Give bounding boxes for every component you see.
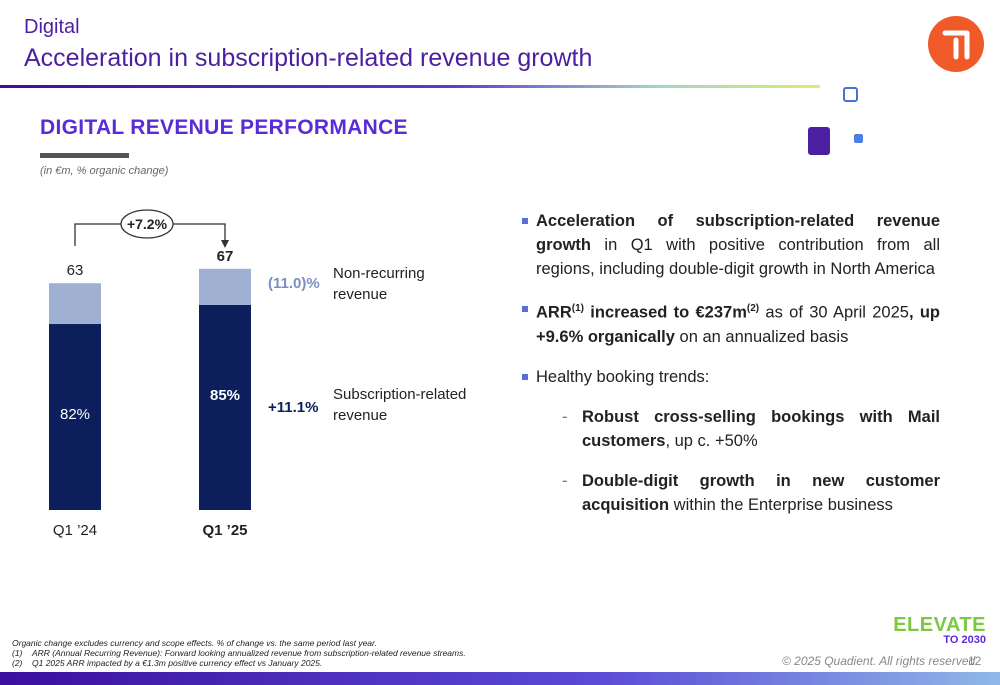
decor-square-purple	[808, 127, 830, 155]
growth-annotation-label: +7.2%	[127, 216, 168, 232]
bar-non-recurring	[199, 268, 251, 305]
bar-total-label: 63	[67, 262, 84, 279]
title-rule	[0, 85, 820, 88]
bar-share-label: 85%	[210, 387, 240, 404]
copyright: © 2025 Quadient. All rights reserved.	[782, 654, 979, 668]
footnote-2: (2) Q1 2025 ARR impacted by a €1.3m posit…	[12, 658, 323, 668]
bar-subscription	[49, 324, 101, 510]
growth-arrow-icon	[221, 240, 229, 248]
sub-bullet-cross-selling: - Robust cross-selling bookings with Mai…	[520, 405, 940, 453]
key-points: Acceleration of subscription-related rev…	[520, 209, 940, 533]
logo-mark-icon	[942, 30, 970, 60]
category-label: Q1 ’25	[202, 522, 247, 539]
bullet-arr: ARR(1) increased to €237m(2) as of 30 Ap…	[520, 297, 940, 349]
sub-bullet-customer-acquisition: - Double-digit growth in new customer ac…	[520, 469, 940, 517]
dash-icon: -	[562, 471, 568, 490]
bullet-booking-trends: Healthy booking trends:	[520, 365, 940, 389]
bar-share-label: 82%	[60, 406, 90, 423]
footnotes: Organic change excludes currency and sco…	[12, 638, 466, 668]
bar-subscription	[199, 304, 251, 510]
non-recurring-growth-label: (11.0)%	[268, 275, 320, 292]
revenue-chart: 82% 63 Q1 ’24 85% 67 Q1 ’25 +7.2%	[49, 209, 251, 539]
bar-total-label: 67	[217, 248, 234, 265]
subscription-growth-label: +11.1%	[268, 399, 319, 416]
panel-heading: DIGITAL REVENUE PERFORMANCE	[40, 116, 408, 139]
legend-subscription: Subscription-related revenue	[333, 386, 467, 424]
quadient-logo	[928, 16, 984, 72]
decor-square-outline	[843, 87, 858, 102]
page-title: Acceleration in subscription-related rev…	[24, 44, 593, 72]
bar-non-recurring	[49, 283, 101, 325]
heading-underline	[40, 153, 129, 158]
bottom-bar	[0, 672, 1000, 685]
footnote-1: (1) ARR (Annual Recurring Revenue): Forwa…	[12, 648, 466, 658]
category-label: Q1 ’24	[53, 522, 97, 539]
decor-square-blue	[854, 134, 863, 143]
elevate-brand: ELEVATE TO 2030	[893, 614, 986, 646]
dash-icon: -	[562, 407, 568, 426]
growth-bubble	[120, 209, 174, 239]
legend-non-recurring: Non-recurring revenue	[333, 265, 425, 303]
page-number: 12	[968, 654, 982, 668]
footnote-organic: Organic change excludes currency and sco…	[12, 638, 377, 648]
section-label: Digital	[24, 16, 80, 38]
units-note: (in €m, % organic change)	[40, 165, 169, 177]
bullet-subscription-growth: Acceleration of subscription-related rev…	[520, 209, 940, 281]
